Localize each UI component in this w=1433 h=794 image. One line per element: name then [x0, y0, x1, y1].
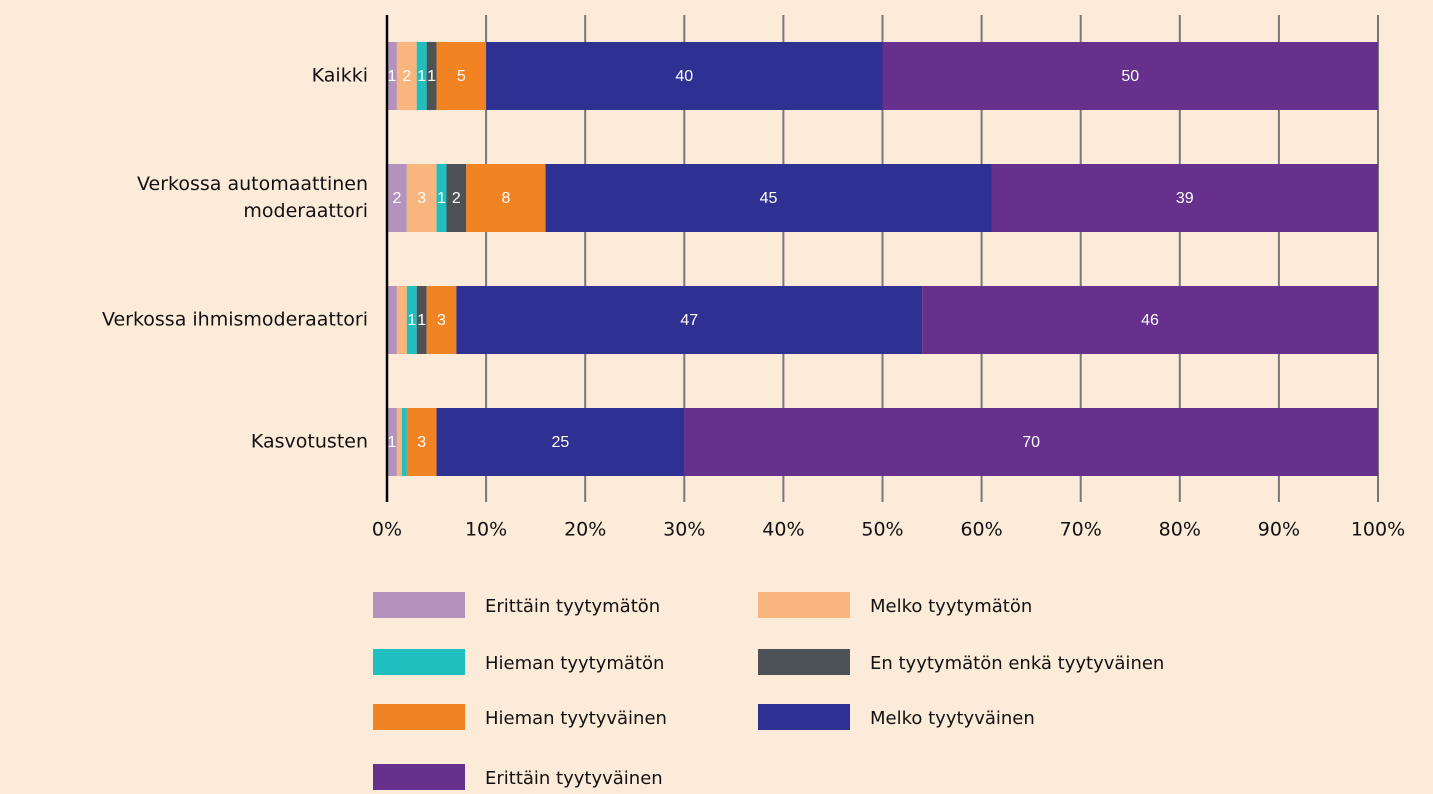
bar-segment	[396, 286, 407, 354]
data-label: 2	[392, 190, 401, 207]
legend-swatch	[758, 649, 850, 675]
x-tick-label: 20%	[564, 519, 606, 541]
data-label: 1	[388, 68, 397, 85]
bar-segment	[406, 286, 417, 354]
legend-swatch	[758, 704, 850, 730]
bar-segment	[486, 42, 883, 110]
data-label: 40	[675, 68, 693, 85]
legend-label: Hieman tyytymätön	[485, 653, 664, 674]
data-label: 5	[457, 68, 466, 85]
data-label: 1	[437, 190, 446, 207]
legend-swatch	[373, 704, 465, 730]
category-label: Verkossa automaattinen moderaattori	[137, 173, 368, 222]
bar-segment	[436, 408, 685, 476]
bar-segment	[545, 164, 992, 232]
bar-segment	[456, 286, 923, 354]
bar-segment	[684, 408, 1378, 476]
bar-segment	[396, 408, 402, 476]
x-tick-label: 10%	[465, 519, 507, 541]
data-label: 2	[452, 190, 461, 207]
x-tick-label: 70%	[1060, 519, 1102, 541]
data-label: 1	[388, 434, 397, 451]
bar-segment	[922, 286, 1378, 354]
x-tick-label: 40%	[762, 519, 804, 541]
data-label: 1	[427, 68, 436, 85]
x-tick-label: 60%	[960, 519, 1002, 541]
x-tick-label: 30%	[663, 519, 705, 541]
data-label: 3	[437, 312, 446, 329]
bar-segment	[387, 286, 397, 354]
category-label: Verkossa ihmismoderaattori	[101, 308, 368, 331]
x-tick-label: 0%	[372, 519, 402, 541]
bar-segment	[401, 408, 407, 476]
bar-segment	[406, 408, 437, 476]
legend-label: Erittäin tyytymätön	[485, 596, 660, 617]
data-label: 3	[417, 434, 426, 451]
bar-segment	[991, 164, 1378, 232]
data-label: 25	[552, 434, 570, 451]
bar-segment	[426, 286, 457, 354]
legend-label: Erittäin tyytyväinen	[485, 768, 663, 789]
data-label: 1	[417, 312, 426, 329]
data-label: 3	[417, 190, 426, 207]
data-label: 39	[1176, 190, 1194, 207]
legend-label: Melko tyytyväinen	[870, 708, 1035, 729]
bar-segment	[416, 42, 427, 110]
legend-swatch	[373, 592, 465, 618]
bar-segment	[387, 164, 407, 232]
bar-segment	[436, 164, 447, 232]
bar-segment	[416, 286, 427, 354]
x-tick-label: 100%	[1351, 519, 1405, 541]
data-label: 47	[680, 312, 698, 329]
category-label: Kasvotusten	[250, 430, 368, 453]
legend-label: En tyytymätön enkä tyytyväinen	[870, 653, 1164, 674]
bar-segment	[446, 164, 467, 232]
data-label: 1	[407, 312, 416, 329]
bar-segment	[387, 408, 397, 476]
bar-segment	[426, 42, 437, 110]
legend-swatch	[373, 649, 465, 675]
bar-segment	[406, 164, 437, 232]
data-label: 50	[1121, 68, 1139, 85]
bar-segment	[466, 164, 546, 232]
data-label: 45	[760, 190, 778, 207]
x-tick-label: 90%	[1258, 519, 1300, 541]
category-label: Kaikki	[311, 64, 368, 87]
bar-segment	[387, 42, 397, 110]
x-tick-label: 80%	[1159, 519, 1201, 541]
legend-label: Melko tyytymätön	[870, 596, 1032, 617]
data-label: 70	[1022, 434, 1040, 451]
legend-label: Hieman tyytyväinen	[485, 708, 667, 729]
data-label: 2	[402, 68, 411, 85]
data-label: 1	[417, 68, 426, 85]
bar-segment	[436, 42, 487, 110]
data-label: 8	[501, 190, 510, 207]
bar-segment	[882, 42, 1378, 110]
legend-swatch	[758, 592, 850, 618]
legend-swatch	[373, 764, 465, 790]
bar-segment	[396, 42, 417, 110]
data-label: 46	[1141, 312, 1159, 329]
x-tick-label: 50%	[861, 519, 903, 541]
